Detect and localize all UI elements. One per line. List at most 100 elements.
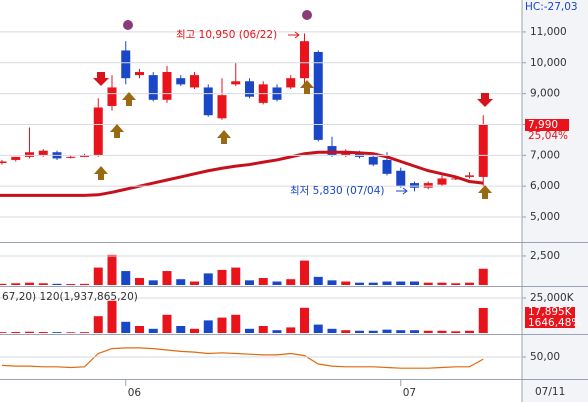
bar (190, 328, 199, 333)
oscillator-line (1, 347, 484, 369)
bar (258, 325, 268, 333)
bar (25, 331, 34, 333)
bar (135, 325, 144, 333)
y-tick-label: 50,00 (530, 351, 560, 363)
bar (93, 316, 103, 333)
bar (258, 278, 268, 285)
signal-dot (302, 10, 312, 20)
end-date: 07/11 (535, 386, 565, 398)
bar (341, 330, 351, 333)
bar (80, 283, 89, 285)
bar (11, 332, 21, 333)
bar (272, 281, 282, 285)
bar (437, 282, 447, 285)
bar (382, 281, 392, 285)
ind-last: 17,895K (528, 306, 573, 318)
change-label: 25,04% (528, 130, 568, 142)
bar (93, 267, 103, 285)
bar (478, 268, 488, 285)
bar (437, 330, 447, 333)
indicator-legend: 67,20) 120(1,937,865,20) (2, 291, 138, 303)
bar (272, 330, 282, 333)
buy-arrow (110, 124, 124, 138)
bar (0, 283, 7, 285)
bar (465, 282, 474, 285)
bar (190, 281, 199, 285)
low-label: 최저 5,830 (07/04) (290, 185, 385, 197)
buy-arrow (478, 185, 492, 199)
bar (148, 280, 158, 285)
candle-body (0, 161, 7, 164)
bar (135, 278, 144, 285)
sell-arrow (93, 72, 109, 86)
bar (313, 276, 323, 285)
y-tick-label: 5,000 (530, 211, 560, 223)
y-tick-label: 11,000 (530, 26, 567, 38)
bar (245, 328, 254, 333)
bar (121, 321, 131, 333)
buy-arrows (94, 80, 492, 199)
bar (355, 330, 364, 333)
bar (38, 332, 48, 333)
buy-arrow (300, 80, 314, 94)
bar (300, 260, 309, 285)
bar (396, 330, 406, 333)
bar (217, 269, 227, 285)
buy-arrow (94, 166, 108, 180)
bar (410, 330, 419, 333)
bar (0, 332, 7, 333)
ind-ratio: 1646,48% (528, 317, 581, 329)
bar (465, 330, 474, 333)
bar (217, 317, 227, 333)
bar (368, 330, 378, 333)
bar (313, 324, 323, 333)
high-label: 최고 10,950 (06/22) (176, 29, 277, 41)
bar (451, 283, 461, 285)
bar (25, 282, 34, 285)
bar (423, 330, 433, 333)
buy-arrow (217, 130, 231, 144)
bar (231, 314, 241, 333)
bar (176, 325, 186, 333)
bar (286, 279, 296, 285)
bar (355, 282, 364, 285)
x-tick-label: 07 (403, 387, 416, 399)
corner-label: HC:-27,03 (525, 1, 578, 13)
bar (52, 283, 62, 285)
y-tick-label: 10,000 (530, 57, 567, 69)
bar (203, 273, 213, 285)
bar (410, 281, 419, 285)
bar (148, 328, 158, 333)
y-tick-label: 25,000K (530, 292, 575, 304)
last-price: 7,990 (528, 119, 558, 131)
bar (176, 279, 186, 285)
bar (107, 300, 117, 333)
bar (11, 283, 21, 285)
sell-arrow (477, 93, 493, 107)
x-tick-label: 06 (128, 387, 142, 399)
bar (162, 271, 172, 285)
bar (478, 307, 488, 333)
bar (382, 329, 392, 333)
bar (327, 280, 337, 285)
bar (327, 328, 337, 333)
bar (300, 307, 309, 333)
y-tick-label: 2,500 (530, 250, 560, 262)
y-tick-label: 7,000 (530, 149, 560, 161)
y-tick-label: 6,000 (530, 180, 560, 192)
bar (80, 332, 89, 333)
bar (231, 267, 241, 285)
bar (203, 320, 213, 333)
bar (286, 327, 296, 333)
buy-arrow (122, 92, 136, 106)
bar (66, 284, 76, 285)
low-arrow (396, 187, 408, 195)
moving-average (0, 150, 484, 197)
last-price-box (525, 119, 569, 131)
bar (368, 282, 378, 285)
sell-arrows (93, 72, 493, 107)
bar (121, 271, 131, 285)
bar (341, 281, 351, 285)
